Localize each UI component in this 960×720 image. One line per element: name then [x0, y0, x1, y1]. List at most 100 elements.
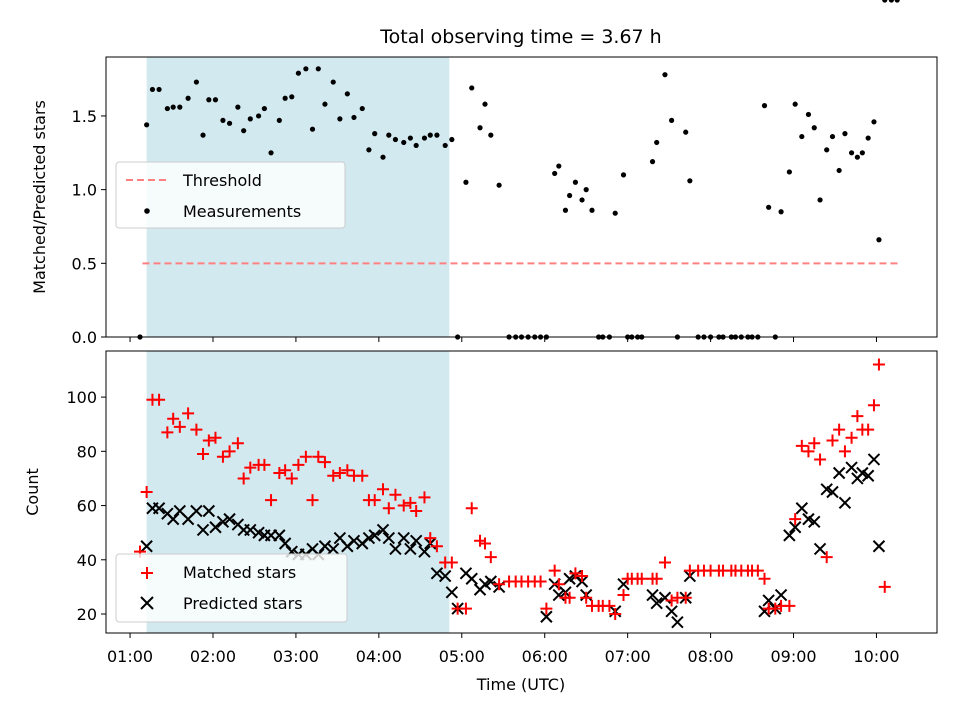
predicted-star-point	[774, 588, 788, 602]
matched-star-point	[265, 494, 278, 507]
matched-star-point	[484, 551, 497, 564]
measurement-point	[149, 86, 156, 93]
x-tick-label: 04:00	[356, 647, 402, 666]
measurement-point	[894, 0, 900, 3]
matched-star-point	[140, 486, 153, 498]
predicted-star-point	[368, 529, 381, 542]
legend-measurements-label: Measurements	[183, 202, 301, 221]
predicted-star-point	[190, 504, 203, 518]
matched-star-point	[665, 594, 678, 607]
predicted-star-point	[196, 523, 210, 537]
matched-star-point	[190, 423, 203, 436]
measurement-point	[612, 210, 618, 216]
measurement-point	[164, 105, 170, 112]
legend-predicted-swatch	[140, 596, 154, 610]
x-tick-label: 09:00	[770, 647, 816, 666]
measurement-point	[687, 178, 693, 184]
x-tick-label: 05:00	[439, 647, 485, 666]
matched-star-point	[867, 399, 880, 412]
matched-star-point	[862, 423, 875, 436]
measurement-point	[829, 133, 836, 140]
x-axis-label: Time (UTC)	[476, 675, 565, 694]
measurement-point	[654, 139, 660, 146]
matched-star-point	[430, 540, 443, 553]
predicted-star-point	[209, 521, 222, 534]
predicted-star-point	[418, 545, 431, 558]
predicted-star-point	[861, 469, 875, 482]
predicted-star-point	[646, 588, 659, 602]
matched-star-point	[167, 412, 180, 425]
predicted-star-point	[278, 537, 292, 550]
bottom-y-axis-label: Count	[23, 468, 42, 516]
matched-star-point	[153, 393, 166, 406]
predicted-star-point	[318, 540, 332, 553]
predicted-star-point	[223, 512, 236, 526]
matched-star-point	[838, 445, 851, 458]
measurement-point	[589, 207, 595, 213]
matched-star-point	[820, 551, 833, 564]
measurement-point	[761, 103, 768, 109]
matched-star-point	[209, 431, 222, 444]
matched-star-point	[576, 570, 589, 583]
top-legend: Threshold Measurements	[115, 161, 346, 229]
measurement-point	[206, 97, 212, 103]
measurement-point	[683, 129, 689, 135]
matched-star-point	[795, 439, 808, 452]
matched-star-point	[397, 499, 410, 512]
measurement-point	[386, 132, 392, 138]
measurement-point	[572, 179, 579, 185]
matched-star-point	[814, 453, 827, 466]
predicted-star-point	[872, 540, 886, 553]
measurement-point	[303, 66, 309, 72]
measurement-point	[421, 135, 428, 141]
measurement-point	[562, 207, 569, 213]
predicted-star-point	[140, 540, 153, 553]
predicted-star-point	[826, 485, 839, 499]
y-tick-label: 1.0	[72, 181, 97, 200]
predicted-star-point	[347, 534, 361, 548]
measurement-point	[309, 126, 316, 132]
measurement-point	[372, 131, 378, 137]
matched-star-point	[202, 434, 215, 447]
matched-star-point	[197, 448, 210, 461]
matched-star-point	[635, 572, 648, 585]
measurement-point	[865, 135, 871, 141]
predicted-star-point	[389, 542, 402, 556]
matched-star-point	[306, 494, 319, 507]
measurement-point	[366, 147, 372, 153]
measurement-point	[212, 97, 219, 103]
matched-star-point	[244, 461, 257, 474]
x-tick-label: 10:00	[853, 647, 899, 666]
matched-star-point	[789, 513, 802, 526]
matched-star-point	[377, 483, 389, 496]
matched-star-point	[368, 494, 381, 507]
predicted-star-point	[665, 605, 678, 618]
measurement-point	[805, 111, 812, 118]
bottom-x-ticks: 01:00 02:00 03:00 04:00 05:00 06:00 07:00 08:00…	[107, 633, 900, 666]
predicted-star-point	[795, 502, 809, 515]
x-tick-label: 03:00	[273, 647, 319, 666]
measurement-point	[351, 114, 357, 121]
measurement-point	[859, 150, 865, 156]
matched-star-point	[769, 602, 782, 615]
measurement-point	[449, 136, 455, 143]
predicted-stars-series	[140, 453, 886, 629]
top-legend-box	[115, 161, 346, 229]
matched-star-point	[609, 608, 622, 621]
matched-star-point	[445, 556, 458, 569]
bottom-axes-frame	[105, 350, 938, 634]
matched-star-point	[182, 407, 195, 420]
matched-star-point	[404, 496, 417, 509]
measurement-point	[567, 192, 573, 199]
matched-star-point	[603, 599, 616, 612]
matched-star-point	[658, 556, 671, 569]
matched-star-point	[333, 467, 346, 480]
predicted-star-point	[382, 531, 396, 545]
predicted-star-point	[404, 542, 417, 556]
measurement-point	[836, 167, 842, 174]
legend-matched-swatch	[141, 567, 153, 579]
y-tick-label: 1.5	[72, 107, 97, 126]
x-tick-label: 02:00	[190, 647, 236, 666]
measurement-point	[669, 117, 675, 123]
